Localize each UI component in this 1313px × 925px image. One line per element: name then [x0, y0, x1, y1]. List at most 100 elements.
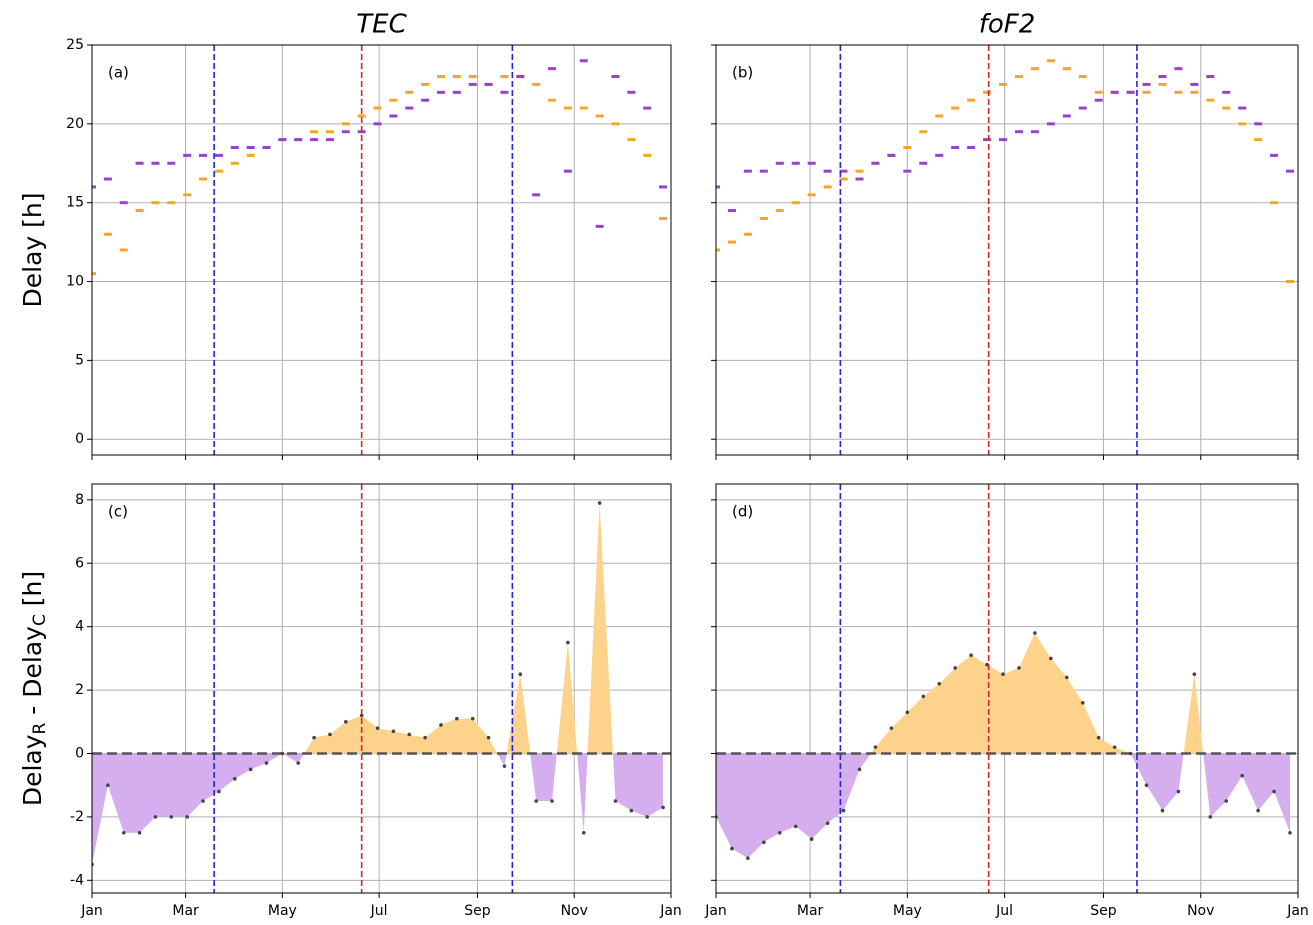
point [1238, 122, 1247, 126]
point [550, 799, 554, 803]
point [296, 761, 301, 765]
axes-frame [91, 483, 672, 894]
point [921, 694, 926, 699]
point [278, 138, 287, 142]
point [294, 138, 303, 142]
point [1222, 106, 1231, 110]
point [1110, 90, 1119, 94]
positive-area [92, 503, 664, 754]
point [246, 146, 255, 149]
point [1094, 90, 1103, 94]
point [185, 815, 189, 819]
point [423, 735, 427, 740]
point [341, 130, 350, 134]
point [421, 82, 430, 86]
point [746, 856, 750, 860]
x-tick-label: Jul [370, 903, 388, 919]
point [563, 169, 572, 173]
x-tick-label: Sep [464, 903, 491, 919]
panel: (b) foF2 [711, 10, 1299, 460]
point [1078, 106, 1087, 110]
point [532, 193, 541, 197]
point [1160, 808, 1165, 813]
point [791, 161, 800, 165]
point [405, 106, 414, 110]
plot-area [92, 59, 668, 276]
point [1192, 672, 1197, 677]
panel-title: foF2 [979, 10, 1036, 40]
point [484, 82, 493, 86]
y-axis-label-part: - Delay [18, 626, 47, 723]
panel: -4 -2 0 2 4 6 8 Jan Mar May Jul Sep Nov Jan (c) DelayR … [18, 483, 682, 919]
point [439, 723, 443, 727]
y-axis-label-subscript: R [30, 722, 50, 734]
y-tick-label: 6 [75, 555, 84, 571]
point [436, 75, 445, 79]
point [1142, 90, 1151, 94]
point [373, 122, 382, 126]
point [1144, 783, 1149, 788]
point [1286, 280, 1295, 284]
point [1174, 90, 1183, 94]
point [825, 821, 830, 826]
point [230, 161, 239, 165]
y-axis-label: Delay [h] [18, 193, 47, 308]
axes-frame [715, 483, 1299, 894]
y-tick-label: 15 [66, 195, 84, 211]
point [903, 146, 912, 149]
point [1158, 82, 1167, 86]
y-tick-label: 4 [75, 619, 84, 635]
point [793, 824, 798, 829]
point [119, 201, 128, 205]
point [807, 161, 816, 165]
point [661, 805, 665, 810]
point [1046, 122, 1055, 126]
point [341, 122, 350, 126]
point [1033, 631, 1037, 635]
x-tick-label: May [268, 903, 297, 919]
point [373, 106, 382, 110]
point [777, 830, 782, 835]
point [935, 114, 944, 118]
point [1014, 75, 1023, 79]
y-tick-label: 25 [66, 37, 84, 53]
point [183, 153, 192, 157]
point [217, 789, 221, 794]
point [762, 840, 766, 845]
point [1078, 75, 1087, 79]
point [548, 98, 557, 102]
point [809, 837, 814, 841]
point [919, 161, 928, 165]
point [871, 161, 880, 165]
point [500, 75, 509, 79]
point [887, 153, 896, 157]
point [1112, 745, 1117, 749]
point [905, 710, 910, 715]
point [595, 224, 604, 228]
point [743, 232, 752, 236]
point [1064, 675, 1069, 680]
point [1224, 799, 1229, 803]
point [1094, 98, 1103, 102]
point [232, 777, 237, 781]
point [452, 90, 461, 94]
point [791, 201, 800, 205]
x-tick-label: Mar [172, 903, 199, 919]
point [727, 240, 736, 244]
point [566, 640, 570, 645]
panel: 0 5 10 15 20 25 (a) TEC Delay [h] [18, 10, 672, 460]
point [135, 209, 144, 213]
point [597, 501, 602, 505]
point [153, 815, 158, 819]
y-tick-label: -4 [70, 872, 84, 888]
point [1049, 656, 1053, 661]
point [645, 815, 650, 819]
positive-area [716, 633, 1291, 754]
point [999, 138, 1008, 142]
y-axis-label-part: Delay [18, 734, 47, 806]
point [312, 735, 316, 740]
point [137, 830, 142, 835]
point [857, 767, 862, 772]
point [1254, 138, 1263, 142]
point [1030, 130, 1039, 134]
